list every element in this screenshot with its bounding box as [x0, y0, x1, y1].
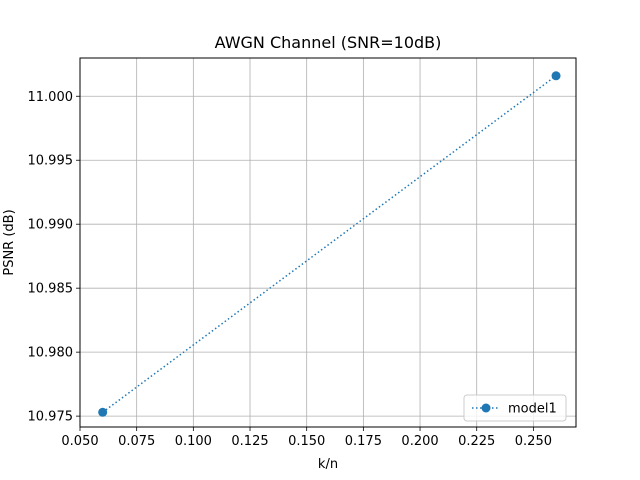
data-point — [551, 71, 561, 81]
series-layer — [98, 71, 561, 417]
x-tick-label: 0.075 — [118, 434, 155, 449]
y-tick-label: 10.985 — [28, 282, 74, 297]
y-tick-label: 10.990 — [28, 218, 74, 233]
x-axis-label: k/n — [318, 457, 338, 472]
legend-box — [463, 394, 567, 422]
plot-frame — [79, 57, 577, 428]
x-tick-label: 0.250 — [515, 434, 552, 449]
x-tick-label: 0.225 — [458, 434, 495, 449]
y-tick-label: 10.975 — [28, 410, 74, 425]
y-tick-label: 11.000 — [28, 90, 74, 105]
x-tick-label: 0.200 — [401, 434, 438, 449]
y-axis-ticks: 10.975 10.980 10.985 10.990 10.995 11.000 — [28, 90, 80, 425]
y-tick-label: 10.995 — [28, 154, 74, 169]
legend-marker-swatch — [481, 403, 491, 413]
y-tick-label: 10.980 — [28, 346, 74, 361]
x-axis-ticks: 0.050 0.075 0.100 0.125 0.150 0.175 0.200 0.225… — [61, 427, 552, 449]
y-axis-label: PSNR (dB) — [2, 209, 17, 275]
x-tick-label: 0.050 — [61, 434, 98, 449]
legend-entry-model1: model1 — [508, 402, 557, 417]
x-tick-label: 0.150 — [288, 434, 325, 449]
chart-title: AWGN Channel (SNR=10dB) — [215, 33, 442, 52]
data-point — [98, 407, 108, 417]
x-tick-label: 0.125 — [231, 434, 268, 449]
x-tick-label: 0.175 — [345, 434, 382, 449]
legend: model1 — [463, 394, 567, 422]
x-tick-label: 0.100 — [175, 434, 212, 449]
